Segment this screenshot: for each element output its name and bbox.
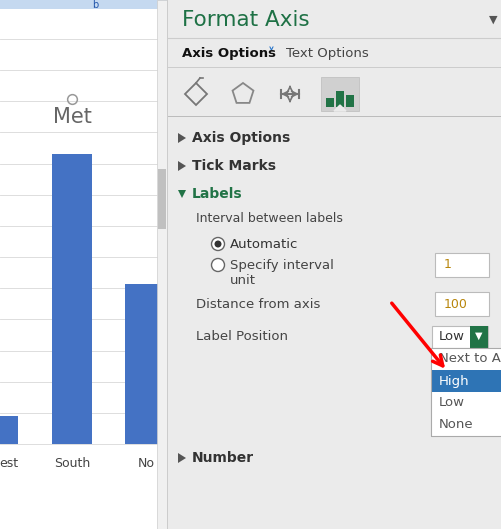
Text: Label Position: Label Position xyxy=(195,330,288,342)
Bar xyxy=(335,91,343,107)
Bar xyxy=(157,0,167,529)
Text: Low: Low xyxy=(438,330,464,342)
Text: Axis Options: Axis Options xyxy=(191,131,290,145)
Text: High: High xyxy=(438,375,469,388)
Text: Next to Axis: Next to Axis xyxy=(438,352,501,366)
FancyBboxPatch shape xyxy=(434,253,488,277)
Bar xyxy=(52,154,92,444)
Text: Tick Marks: Tick Marks xyxy=(191,159,276,173)
Bar xyxy=(430,370,501,392)
Text: Distance from axis: Distance from axis xyxy=(195,297,320,311)
Polygon shape xyxy=(178,161,186,171)
Circle shape xyxy=(214,241,221,248)
Bar xyxy=(0,0,167,529)
FancyBboxPatch shape xyxy=(434,292,488,316)
Polygon shape xyxy=(333,105,345,111)
Text: None: None xyxy=(438,418,472,432)
Text: Automatic: Automatic xyxy=(229,238,298,251)
Text: 1: 1 xyxy=(443,259,451,271)
Text: Specify interval: Specify interval xyxy=(229,259,333,271)
Bar xyxy=(167,0,168,529)
Bar xyxy=(430,348,501,370)
Text: No: No xyxy=(137,457,154,470)
Polygon shape xyxy=(178,453,186,463)
Bar xyxy=(125,284,167,444)
Bar xyxy=(430,348,501,436)
Text: Axis Options: Axis Options xyxy=(182,48,276,60)
Bar xyxy=(168,0,501,529)
Bar xyxy=(325,98,333,107)
Text: Labels: Labels xyxy=(191,187,242,201)
Polygon shape xyxy=(178,190,186,198)
Text: Format Axis: Format Axis xyxy=(182,10,309,30)
Circle shape xyxy=(211,259,224,271)
Text: Interval between labels: Interval between labels xyxy=(195,212,342,224)
Bar xyxy=(430,414,501,436)
Text: b: b xyxy=(92,0,98,10)
Text: Low: Low xyxy=(438,397,464,409)
Bar xyxy=(430,392,501,414)
Text: South: South xyxy=(54,457,90,470)
Bar xyxy=(158,169,166,229)
Text: est: est xyxy=(0,457,19,470)
Text: Number: Number xyxy=(191,451,254,465)
Bar xyxy=(469,326,487,348)
Text: 100: 100 xyxy=(443,297,467,311)
Text: ▼: ▼ xyxy=(474,331,482,341)
Circle shape xyxy=(211,238,224,251)
Text: unit: unit xyxy=(229,273,256,287)
Text: Text Options: Text Options xyxy=(286,48,368,60)
Text: ˅: ˅ xyxy=(268,47,275,61)
Bar xyxy=(0,0,167,9)
Polygon shape xyxy=(178,133,186,143)
FancyBboxPatch shape xyxy=(320,77,358,111)
Bar xyxy=(345,95,353,107)
Bar xyxy=(431,326,487,348)
Bar xyxy=(0,416,18,444)
Text: ▼: ▼ xyxy=(487,15,496,25)
Text: Met: Met xyxy=(53,107,91,127)
